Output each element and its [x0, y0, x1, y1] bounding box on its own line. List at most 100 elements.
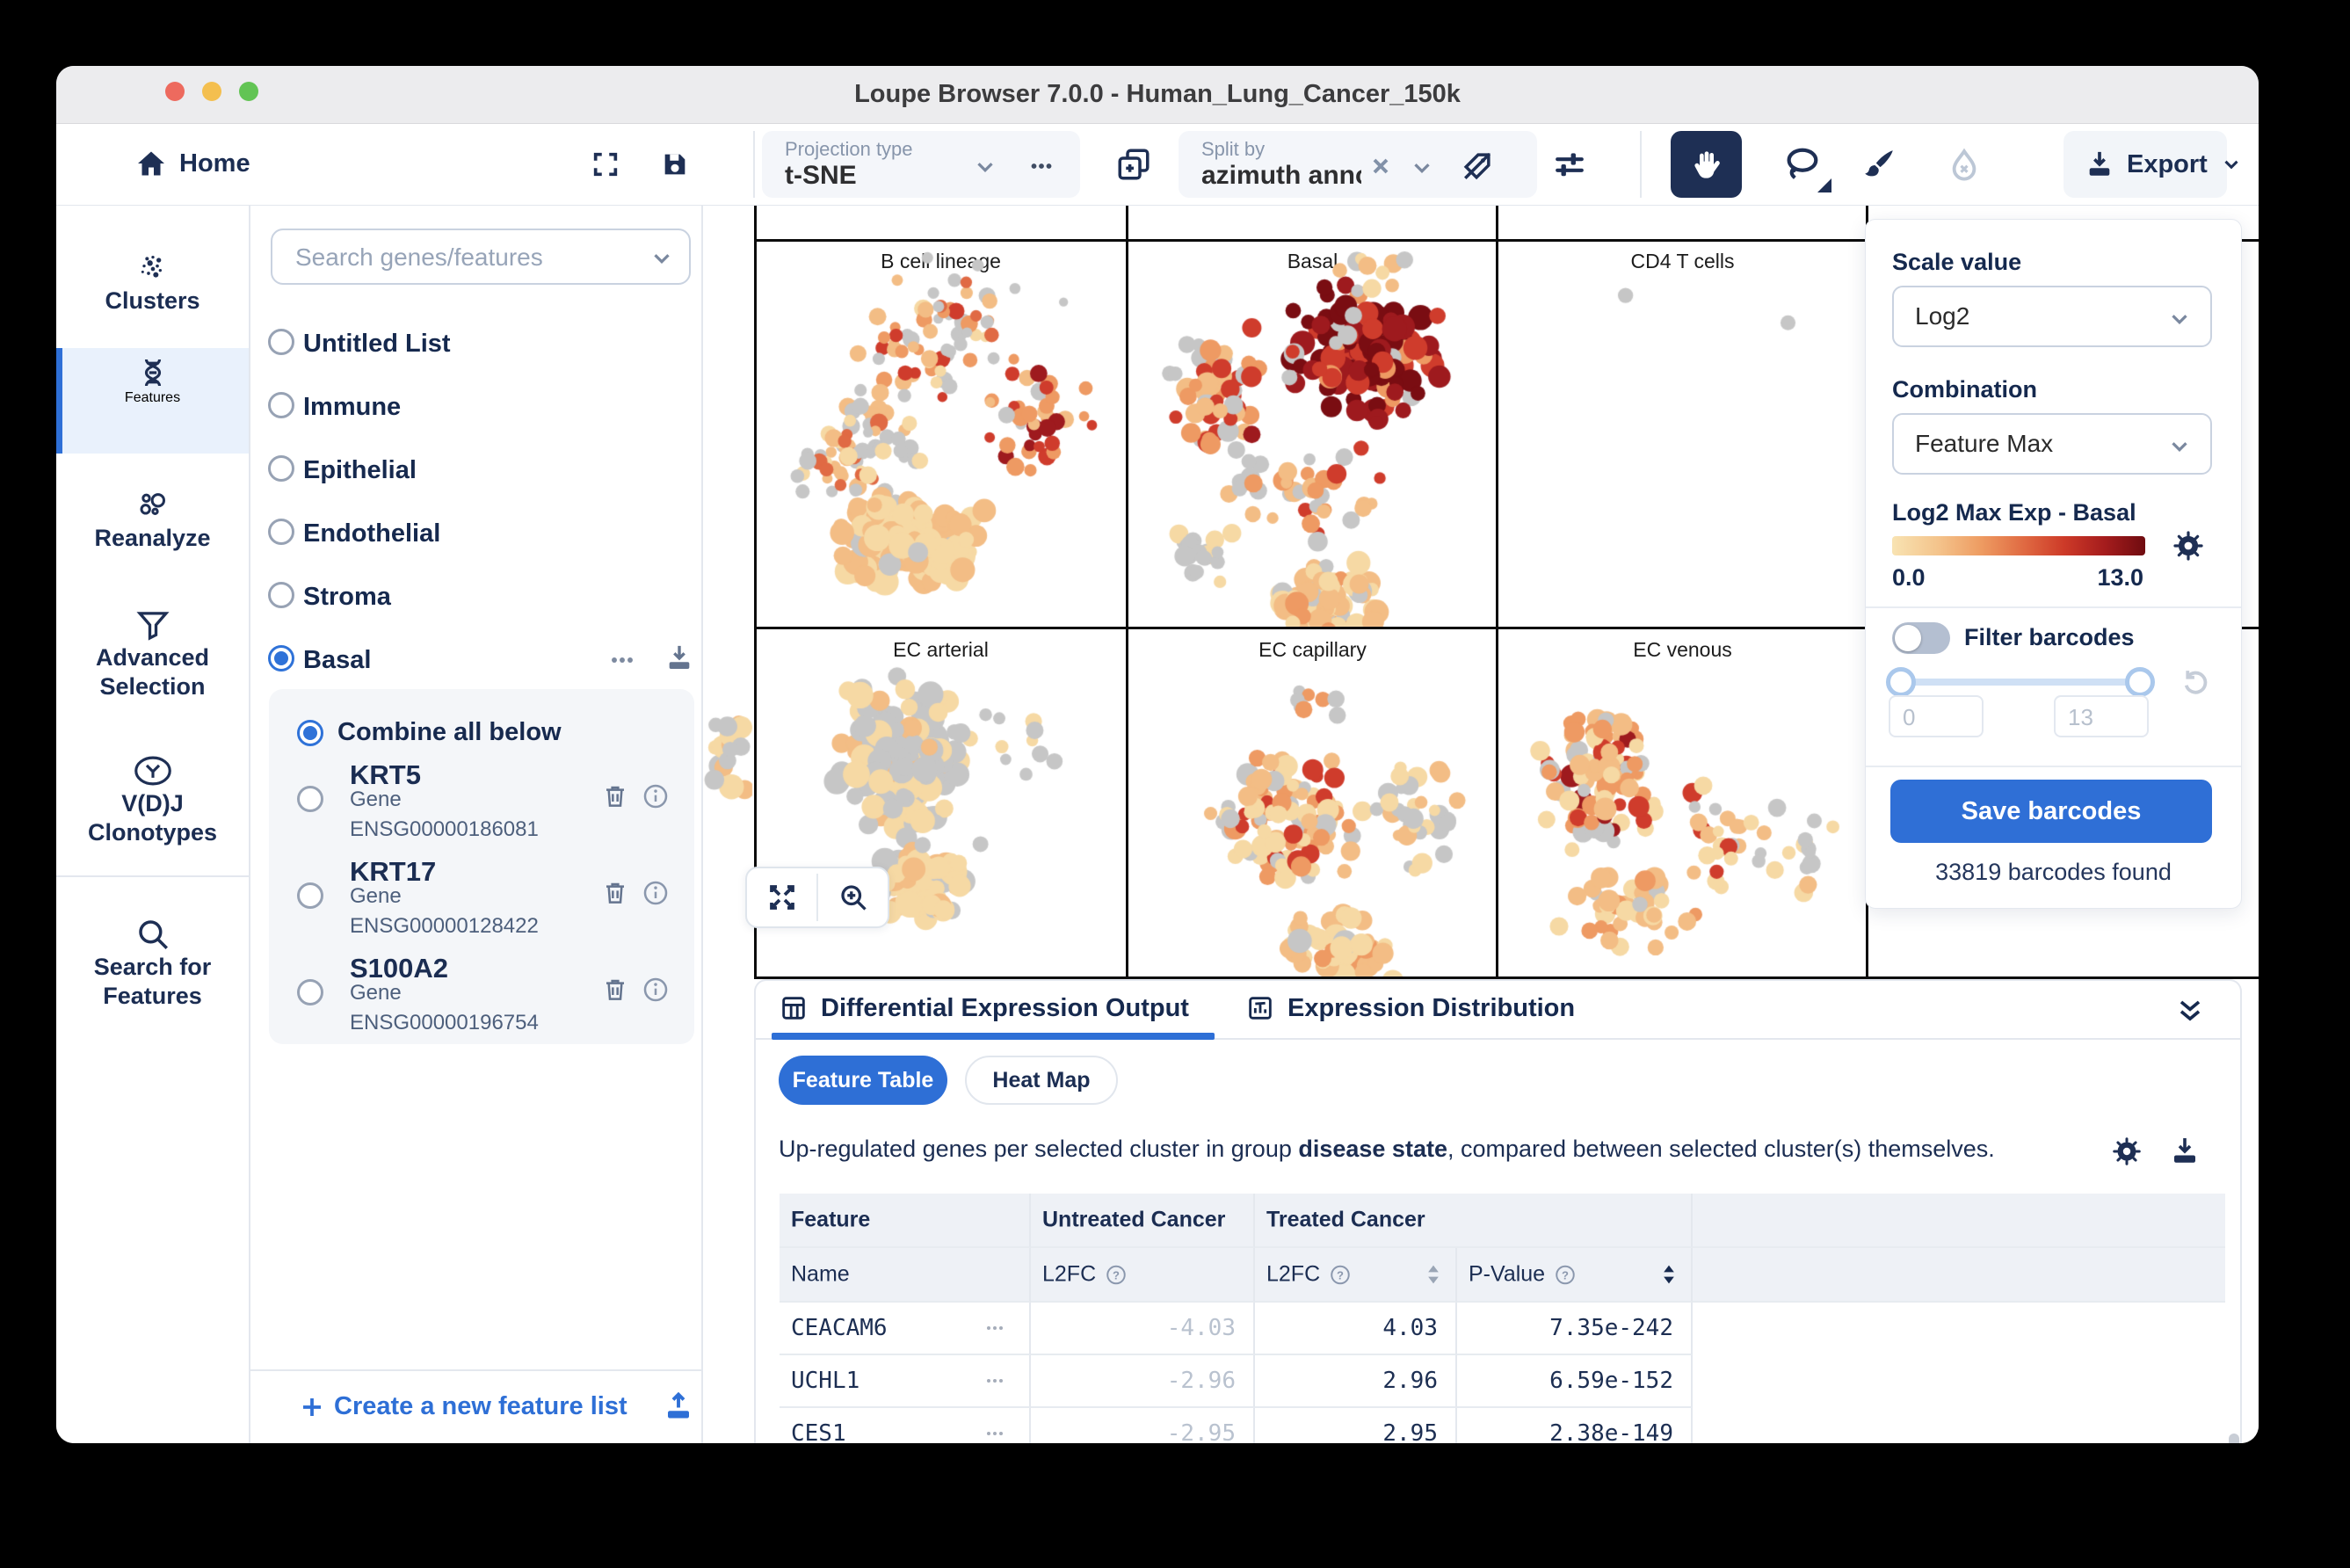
- row-more-options-icon[interactable]: [982, 1372, 1008, 1390]
- slider-handle-min[interactable]: [1886, 667, 1916, 697]
- differential-expression-panel: Differential Expression Output Expressio…: [754, 979, 2242, 1443]
- heat-map-button[interactable]: Heat Map: [965, 1056, 1118, 1105]
- basal-download-icon[interactable]: [664, 643, 694, 673]
- radio-untitled-list[interactable]: [268, 329, 294, 355]
- home-button[interactable]: Home: [135, 148, 250, 179]
- col-header-l2fc-treated[interactable]: L2FC: [1266, 1261, 1321, 1287]
- basal-more-options-icon[interactable]: [606, 649, 638, 671]
- eraser-tool-button[interactable]: [1928, 131, 1999, 198]
- radio-stroma[interactable]: [268, 582, 294, 608]
- tab-expression-distribution[interactable]: Expression Distribution: [1245, 993, 1575, 1023]
- sidebar-item-label2: Selection: [99, 673, 206, 700]
- radio-s100a2[interactable]: [297, 979, 323, 1005]
- search-chevron-down-icon[interactable]: [649, 245, 675, 272]
- fullscreen-button[interactable]: [591, 149, 620, 179]
- tab-differential-expression-output[interactable]: Differential Expression Output: [779, 993, 1189, 1023]
- create-feature-list-bar[interactable]: Create a new feature list: [250, 1369, 701, 1443]
- radio-immune[interactable]: [268, 392, 294, 418]
- sort-icon-active[interactable]: [1659, 1263, 1679, 1286]
- sort-icon[interactable]: [1424, 1263, 1443, 1286]
- projection-type-control[interactable]: Projection type t-SNE: [762, 131, 1080, 198]
- range-max-input-box[interactable]: [2054, 695, 2149, 737]
- gear-icon[interactable]: [2172, 529, 2205, 563]
- zoom-in-button[interactable]: [818, 868, 888, 926]
- projection-chevron-down-icon[interactable]: [972, 154, 998, 180]
- feature-list-endothelial[interactable]: Endothelial: [250, 507, 701, 560]
- reset-icon[interactable]: [2179, 664, 2212, 698]
- labels-off-tag-slash-icon[interactable]: [1458, 147, 1497, 185]
- split-by-clear-icon[interactable]: [1368, 154, 1393, 178]
- zoom-window-button[interactable]: [239, 82, 258, 101]
- row-more-options-icon[interactable]: [982, 1319, 1008, 1337]
- minimize-window-button[interactable]: [202, 82, 221, 101]
- col-header-name[interactable]: Name: [791, 1261, 850, 1287]
- feature-table-button[interactable]: Feature Table: [779, 1056, 947, 1105]
- filter-barcodes-toggle[interactable]: [1892, 622, 1950, 654]
- projection-more-options-icon[interactable]: [1026, 153, 1056, 179]
- question-circle-icon[interactable]: ?: [1105, 1263, 1128, 1286]
- sidebar-item-search-for-features[interactable]: Search for Features: [56, 916, 249, 1011]
- trash-icon[interactable]: [601, 975, 629, 1005]
- radio-krt5[interactable]: [297, 786, 323, 812]
- save-barcodes-button[interactable]: Save barcodes: [1890, 780, 2212, 843]
- upload-icon[interactable]: [663, 1390, 694, 1422]
- info-icon[interactable]: [642, 878, 670, 908]
- range-min-input[interactable]: [1901, 699, 1975, 736]
- combination-select[interactable]: Feature Max: [1892, 413, 2212, 475]
- split-by-control[interactable]: Split by azimuth anno: [1179, 131, 1537, 198]
- save-button[interactable]: [660, 149, 690, 179]
- search-genes-box[interactable]: [271, 229, 691, 285]
- radio-epithelial[interactable]: [268, 455, 294, 482]
- col-header-l2fc-untreated[interactable]: L2FC: [1042, 1261, 1097, 1287]
- lasso-tool-button[interactable]: [1766, 131, 1837, 198]
- search-genes-input[interactable]: [294, 236, 631, 279]
- feature-list-stroma[interactable]: Stroma: [250, 570, 701, 623]
- sidebar-item-advanced-selection[interactable]: Advanced Selection: [56, 606, 249, 701]
- question-circle-icon[interactable]: ?: [1554, 1263, 1577, 1286]
- feature-list-basal[interactable]: Basal: [250, 634, 701, 686]
- trash-icon[interactable]: [601, 878, 629, 908]
- feature-list-immune[interactable]: Immune: [250, 381, 701, 433]
- sidebar-item-reanalyze[interactable]: Reanalyze: [56, 489, 249, 553]
- gene-name-cell[interactable]: UCHL1: [791, 1368, 860, 1394]
- split-by-chevron-down-icon[interactable]: [1409, 155, 1435, 181]
- radio-basal[interactable]: [268, 645, 294, 671]
- radio-krt17[interactable]: [297, 882, 323, 909]
- info-icon[interactable]: [642, 781, 670, 811]
- fit-view-button[interactable]: [747, 868, 816, 926]
- feature-list-epithelial[interactable]: Epithelial: [250, 444, 701, 497]
- scale-value-select[interactable]: Log2: [1892, 286, 2212, 347]
- question-circle-icon[interactable]: ?: [1329, 1263, 1352, 1286]
- barcode-range-slider[interactable]: [1892, 679, 2145, 686]
- brush-tool-button[interactable]: [1843, 131, 1914, 198]
- sidebar-nav: Clusters Features Reanalyze Advanced: [56, 206, 250, 1443]
- close-window-button[interactable]: [165, 82, 185, 101]
- range-max-input[interactable]: [2066, 699, 2140, 736]
- range-min-input-box[interactable]: [1889, 695, 1984, 737]
- slider-handle-max[interactable]: [2125, 667, 2155, 697]
- trash-icon[interactable]: [601, 781, 629, 811]
- table-row[interactable]: CES1 -2.95 2.95 2.38e-149: [780, 1408, 2225, 1443]
- l2fc-treated-value: 2.95: [1382, 1420, 1438, 1443]
- pan-hand-tool-button[interactable]: [1671, 131, 1742, 198]
- table-download-icon[interactable]: [2169, 1136, 2201, 1167]
- collapse-double-chevron-icon[interactable]: [2172, 993, 2208, 1028]
- radio-endothelial[interactable]: [268, 519, 294, 545]
- col-header-p-value[interactable]: P-Value: [1469, 1261, 1546, 1287]
- sidebar-item-clusters[interactable]: Clusters: [56, 251, 249, 316]
- gene-name-cell[interactable]: CEACAM6: [791, 1315, 888, 1341]
- table-row[interactable]: CEACAM6 -4.03 4.03 7.35e-242: [780, 1303, 2225, 1355]
- feature-list-untitled[interactable]: Untitled List: [250, 317, 701, 370]
- sidebar-item-vdj-clonotypes[interactable]: V(D)J Clonotypes: [56, 752, 249, 847]
- row-more-options-icon[interactable]: [982, 1425, 1008, 1442]
- radio-combine-all-below[interactable]: [297, 720, 323, 746]
- info-icon[interactable]: [642, 975, 670, 1005]
- duplicate-view-button[interactable]: [1115, 146, 1152, 183]
- plot-settings-sliders-icon[interactable]: [1552, 148, 1587, 181]
- sidebar-item-features[interactable]: Features: [56, 348, 249, 454]
- table-settings-gear-icon[interactable]: [2111, 1136, 2143, 1167]
- gene-name-cell[interactable]: CES1: [791, 1420, 846, 1443]
- export-button[interactable]: Export: [2064, 131, 2238, 198]
- table-scrollbar-thumb[interactable]: [2229, 1434, 2239, 1443]
- table-row[interactable]: UCHL1 -2.96 2.96 6.59e-152: [780, 1355, 2225, 1408]
